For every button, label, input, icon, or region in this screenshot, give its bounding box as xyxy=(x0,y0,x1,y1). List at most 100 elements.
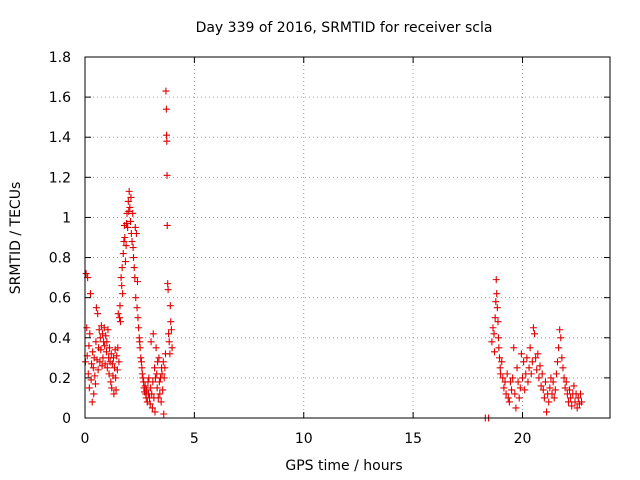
data-point xyxy=(108,360,116,368)
x-tick-label: 20 xyxy=(514,431,532,447)
data-point xyxy=(571,398,579,406)
data-point xyxy=(112,374,120,382)
x-tick-label: 10 xyxy=(295,431,313,447)
data-point xyxy=(562,378,570,386)
chart-title: Day 339 of 2016, SRMTID for receiver scl… xyxy=(196,20,493,36)
y-tick-label: 0.4 xyxy=(49,331,71,347)
data-point xyxy=(119,290,127,298)
data-point xyxy=(120,238,128,246)
data-point xyxy=(155,354,163,362)
data-point xyxy=(107,378,115,386)
data-point xyxy=(567,394,575,402)
data-point xyxy=(103,338,111,346)
data-point xyxy=(139,374,147,382)
data-point xyxy=(164,286,172,294)
data-point xyxy=(166,350,174,358)
data-point xyxy=(558,354,566,362)
data-point xyxy=(162,105,170,113)
data-point xyxy=(167,318,175,326)
data-point xyxy=(573,404,581,412)
data-point xyxy=(547,374,555,382)
data-point xyxy=(551,386,559,394)
data-point xyxy=(125,187,133,195)
data-point xyxy=(155,378,163,386)
data-point xyxy=(505,398,513,406)
data-point xyxy=(513,364,521,372)
data-point xyxy=(124,197,132,205)
data-point xyxy=(508,386,516,394)
data-point xyxy=(167,326,175,334)
data-point xyxy=(536,362,544,370)
data-point xyxy=(490,330,498,338)
data-point xyxy=(540,394,548,402)
data-point xyxy=(149,378,157,386)
data-point xyxy=(525,364,533,372)
data-point xyxy=(128,238,136,246)
x-tick-label: 5 xyxy=(190,431,199,447)
data-point xyxy=(124,223,132,231)
data-point xyxy=(134,314,142,322)
data-point xyxy=(510,344,518,352)
data-point xyxy=(555,344,563,352)
data-point xyxy=(138,364,146,372)
data-point xyxy=(560,374,568,382)
data-point xyxy=(574,394,582,402)
data-point xyxy=(145,374,153,382)
data-point xyxy=(494,334,502,342)
data-point xyxy=(151,408,159,416)
data-point xyxy=(163,137,171,145)
data-point xyxy=(496,354,504,362)
y-tick-label: 0.6 xyxy=(49,291,71,307)
x-axis-label: GPS time / hours xyxy=(285,458,402,474)
data-point xyxy=(492,298,500,306)
data-point xyxy=(497,370,505,378)
data-point xyxy=(498,358,506,366)
data-point xyxy=(106,344,113,352)
data-point xyxy=(114,310,122,318)
data-point xyxy=(564,398,572,406)
data-point xyxy=(524,378,532,386)
data-point xyxy=(118,282,126,290)
data-point xyxy=(85,384,93,392)
data-point xyxy=(87,376,95,384)
data-point xyxy=(112,386,120,394)
y-axis-label: SRMTID / TECUs xyxy=(8,182,24,295)
data-point xyxy=(131,274,139,282)
data-point xyxy=(132,229,140,237)
data-point xyxy=(131,223,139,231)
data-point xyxy=(495,344,503,352)
data-point xyxy=(135,324,143,332)
data-point xyxy=(503,370,511,378)
data-point xyxy=(118,264,126,272)
data-point xyxy=(103,364,111,372)
data-point xyxy=(489,324,497,332)
data-point xyxy=(89,348,97,356)
data-point xyxy=(539,386,547,394)
data-point xyxy=(578,398,586,406)
data-point xyxy=(147,338,155,346)
data-point xyxy=(116,302,124,310)
data-point xyxy=(127,193,135,201)
data-point xyxy=(494,318,502,326)
data-point xyxy=(137,358,145,366)
data-point xyxy=(117,274,125,282)
data-point xyxy=(165,330,173,338)
y-tick-label: 0.8 xyxy=(49,251,71,267)
data-point xyxy=(523,354,531,362)
data-point xyxy=(556,326,564,334)
data-point xyxy=(94,366,102,374)
data-point xyxy=(527,370,535,378)
data-point xyxy=(157,398,165,406)
data-point xyxy=(164,280,172,288)
data-point xyxy=(146,400,154,408)
data-point xyxy=(129,244,137,252)
data-point xyxy=(509,374,517,382)
data-point xyxy=(512,404,520,412)
data-point xyxy=(143,386,151,394)
data-point xyxy=(89,364,97,372)
data-point xyxy=(496,364,504,372)
data-point xyxy=(493,290,501,298)
data-points xyxy=(81,87,586,422)
data-point xyxy=(559,364,567,372)
